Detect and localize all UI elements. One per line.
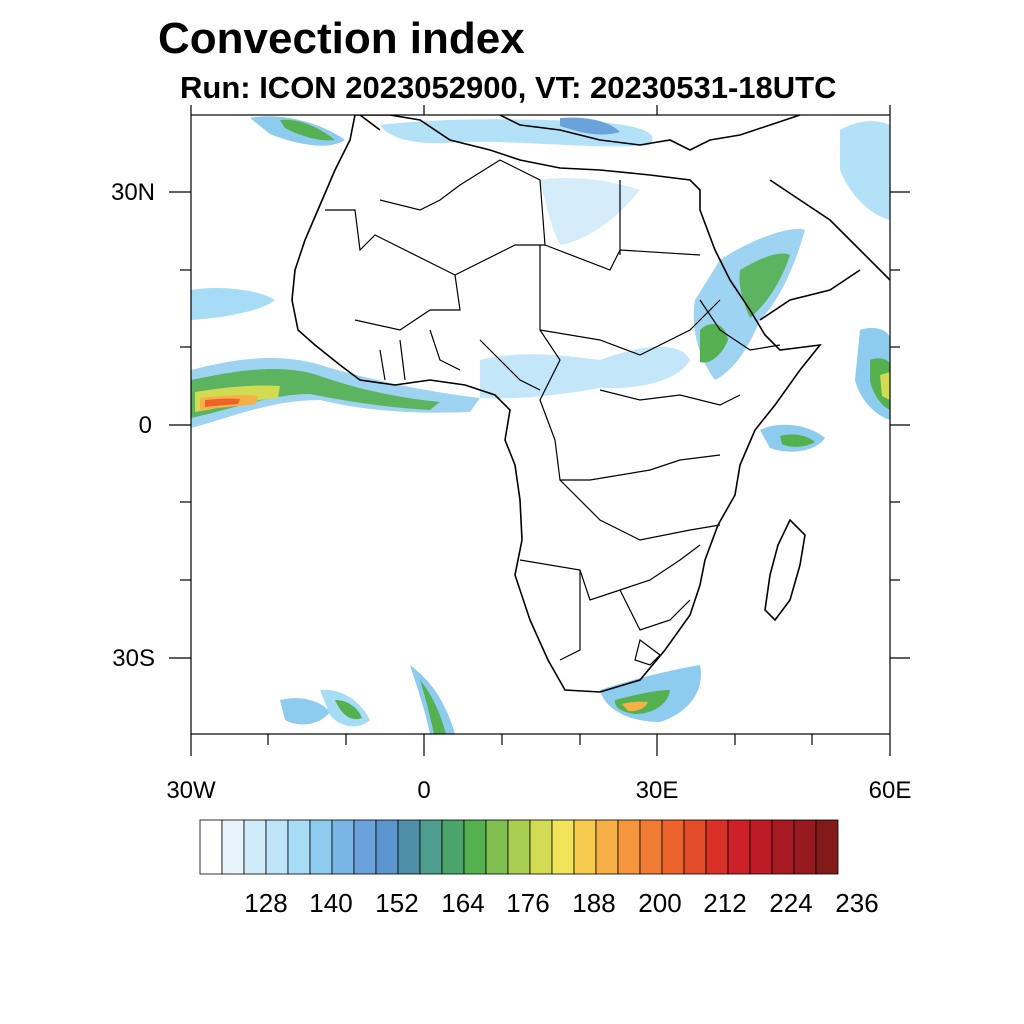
- colorbar-swatch: [815, 819, 839, 875]
- colorbar-swatch: [749, 819, 773, 875]
- colorbar-swatch: [485, 819, 509, 875]
- colorbar-swatch: [265, 819, 289, 875]
- colorbar-labels: 128 140 152 164 176 188 200 212 224 236: [244, 888, 878, 918]
- chart-title: Convection index: [158, 14, 525, 63]
- colorbar-label: 200: [638, 888, 681, 918]
- lat-label: 30N: [111, 179, 155, 206]
- colorbar-label: 164: [441, 888, 484, 918]
- colorbar-label: 140: [309, 888, 352, 918]
- colorbar-swatch: [617, 819, 641, 875]
- chart-subtitle: Run: ICON 2023052900, VT: 20230531-18UTC: [180, 70, 837, 105]
- country-borders: [325, 159, 781, 666]
- colorbar-label: 176: [506, 888, 549, 918]
- colorbar-swatch: [507, 819, 531, 875]
- lon-label: 0: [417, 777, 430, 804]
- colorbar-swatch: [683, 819, 707, 875]
- lon-label: 60E: [869, 777, 912, 804]
- convection-field: [191, 116, 890, 734]
- colorbar: [199, 819, 839, 875]
- colorbar-swatch: [419, 819, 443, 875]
- colorbar-swatch: [529, 819, 553, 875]
- colorbar-label: 152: [375, 888, 418, 918]
- colorbar-swatch: [441, 819, 465, 875]
- colorbar-swatch: [199, 819, 223, 875]
- colorbar-swatch: [221, 819, 245, 875]
- colorbar-swatch: [243, 819, 267, 875]
- colorbar-swatch: [309, 819, 333, 875]
- colorbar-swatch: [551, 819, 575, 875]
- colorbar-swatch: [353, 819, 377, 875]
- colorbar-swatch: [705, 819, 729, 875]
- africa-coastline: [291, 115, 890, 693]
- colorbar-swatch: [287, 819, 311, 875]
- colorbar-swatch: [771, 819, 795, 875]
- colorbar-label: 224: [769, 888, 812, 918]
- colorbar-swatch: [793, 819, 817, 875]
- colorbar-label: 212: [703, 888, 746, 918]
- colorbar-swatch: [661, 819, 685, 875]
- colorbar-label: 128: [244, 888, 287, 918]
- lon-label: 30E: [636, 777, 679, 804]
- map-frame: [190, 114, 891, 735]
- colorbar-label: 188: [572, 888, 615, 918]
- lat-label: 0: [139, 412, 152, 439]
- colorbar-swatch: [331, 819, 355, 875]
- lon-label: 30W: [166, 777, 216, 804]
- colorbar-swatch: [727, 819, 751, 875]
- axis-ticks: [169, 105, 910, 756]
- colorbar-swatch: [595, 819, 619, 875]
- colorbar-swatch: [639, 819, 663, 875]
- colorbar-swatch: [463, 819, 487, 875]
- colorbar-label: 236: [835, 888, 878, 918]
- colorbar-swatch: [375, 819, 399, 875]
- colorbar-swatch: [397, 819, 421, 875]
- lat-label: 30S: [112, 645, 155, 672]
- colorbar-swatch: [573, 819, 597, 875]
